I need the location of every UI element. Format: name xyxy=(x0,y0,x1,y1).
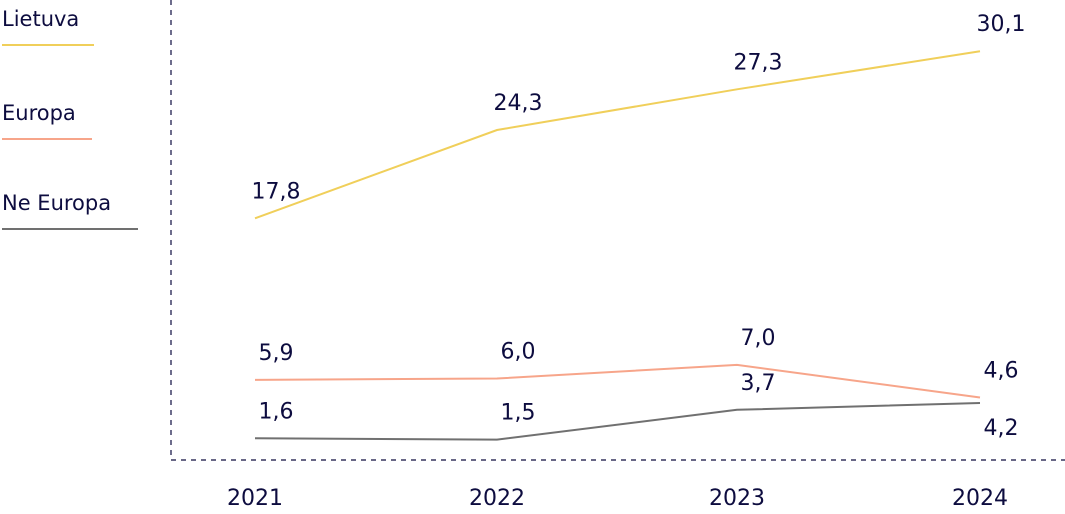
data-label: 17,8 xyxy=(252,179,301,204)
series-line-ne-europa xyxy=(254,402,981,441)
x-tick-label: 2024 xyxy=(952,486,1008,511)
data-label: 4,2 xyxy=(984,416,1019,441)
data-label: 24,3 xyxy=(494,91,543,116)
data-label: 3,7 xyxy=(741,371,776,396)
x-axis-ticks: 2021 2022 2023 2024 xyxy=(227,486,1008,511)
series-line-lietuva xyxy=(254,50,981,220)
data-label: 27,3 xyxy=(734,50,783,75)
x-tick-label: 2023 xyxy=(709,486,765,511)
data-label: 4,6 xyxy=(984,359,1019,384)
x-tick-label: 2021 xyxy=(227,486,283,511)
x-tick-label: 2022 xyxy=(469,486,525,511)
legend-label: Ne Europa xyxy=(2,191,111,215)
data-label: 30,1 xyxy=(977,12,1026,37)
legend-label: Lietuva xyxy=(2,7,79,31)
data-label: 1,6 xyxy=(259,399,294,424)
data-label: 1,5 xyxy=(501,401,536,426)
series-line-europa xyxy=(254,363,981,399)
legend-label: Europa xyxy=(2,101,76,125)
data-label: 7,0 xyxy=(741,326,776,351)
series-group: 17,8 24,3 27,3 30,1 5,9 6,0 7,0 4,6 1,6 1,5 3,7 4,2 xyxy=(252,12,1026,441)
data-label: 5,9 xyxy=(259,341,294,366)
data-label: 6,0 xyxy=(501,340,536,365)
legend: Lietuva Europa Ne Europa xyxy=(2,7,138,230)
